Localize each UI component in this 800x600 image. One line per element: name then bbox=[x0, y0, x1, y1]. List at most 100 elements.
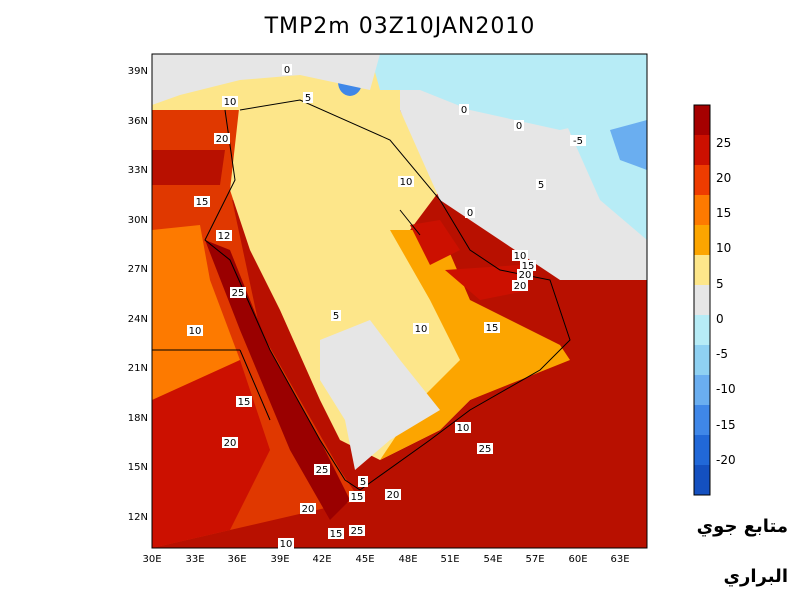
gray-northwest bbox=[152, 54, 380, 105]
colorbar-swatch bbox=[694, 225, 710, 256]
contour-label-box bbox=[194, 196, 210, 207]
contour-label: 20 bbox=[216, 134, 229, 145]
lon-tick-label: 42E bbox=[312, 554, 331, 565]
contour-label-box bbox=[230, 287, 246, 298]
lon-tick-label: 51E bbox=[440, 554, 459, 565]
colorbar-label: -5 bbox=[716, 347, 728, 361]
map-plot-area bbox=[152, 54, 647, 548]
contour-label: 20 bbox=[387, 490, 400, 501]
contour-label-box bbox=[222, 437, 238, 448]
colorbar-frame bbox=[693, 104, 711, 496]
contour-label-box bbox=[512, 280, 528, 291]
colorbar-label: 20 bbox=[716, 171, 731, 185]
contour-label: 15 bbox=[351, 492, 364, 503]
contour-label-box bbox=[517, 269, 533, 280]
colorbar-swatch bbox=[694, 195, 710, 226]
lon-tick-label: 33E bbox=[185, 554, 204, 565]
contour-label: 15 bbox=[238, 397, 251, 408]
lat-tick-label: 15N bbox=[128, 462, 148, 473]
colorbar-label: 5 bbox=[716, 277, 724, 291]
contour-label: 10 bbox=[457, 423, 470, 434]
contour-label-box bbox=[413, 323, 429, 334]
colorbar-label: 0 bbox=[716, 312, 724, 326]
contour-label-box bbox=[465, 207, 475, 218]
contour-label-box bbox=[303, 92, 313, 103]
contour-label-box bbox=[512, 250, 528, 261]
colorbar-swatch bbox=[694, 255, 710, 286]
contour-label: 25 bbox=[316, 465, 329, 476]
lat-tick-label: 30N bbox=[128, 215, 148, 226]
gulf-red bbox=[410, 220, 460, 265]
contour-label-box bbox=[331, 310, 341, 321]
lat-tick-label: 24N bbox=[128, 314, 148, 325]
contour-label-box bbox=[328, 528, 344, 539]
contour-label-box bbox=[536, 179, 546, 190]
colorbar-swatch bbox=[694, 345, 710, 376]
colorbar-swatch bbox=[694, 405, 710, 436]
contour-label: 10 bbox=[415, 324, 428, 335]
lon-axis: 30E 33E 36E 39E 42E 45E 48E 51E 54E 57E … bbox=[142, 554, 629, 565]
contour-label: 12 bbox=[218, 231, 231, 242]
lon-tick-label: 48E bbox=[398, 554, 417, 565]
lon-tick-label: 57E bbox=[525, 554, 544, 565]
contour-label-box bbox=[216, 230, 232, 241]
colorbar-swatch bbox=[694, 165, 710, 196]
contour-label: 0 bbox=[467, 208, 473, 219]
colorbar-swatch bbox=[694, 105, 710, 136]
colorbar-label: 15 bbox=[716, 206, 731, 220]
contour-label: 0 bbox=[516, 121, 522, 132]
contour-label: 10 bbox=[224, 97, 237, 108]
colorbar: 25 20 15 10 5 0 -5 -10 -15 -20 bbox=[693, 104, 736, 496]
lat-tick-label: 39N bbox=[128, 66, 148, 77]
lon-tick-label: 36E bbox=[227, 554, 246, 565]
contour-label-box bbox=[222, 96, 238, 107]
contour-label-box bbox=[455, 422, 471, 433]
contour-label: 5 bbox=[360, 477, 366, 488]
colorbar-label: -15 bbox=[716, 418, 736, 432]
contour-label-box bbox=[349, 525, 365, 536]
colorbar-swatch bbox=[694, 135, 710, 166]
contour-label: 5 bbox=[305, 93, 311, 104]
colorbar-label: -20 bbox=[716, 453, 736, 467]
contour-label-box bbox=[300, 503, 316, 514]
contour-label-box bbox=[477, 443, 493, 454]
map-title: TMP2m 03Z10JAN2010 bbox=[264, 14, 536, 39]
contour-label-box bbox=[214, 133, 230, 144]
contour-label-box bbox=[349, 491, 365, 502]
contour-label: 5 bbox=[538, 180, 544, 191]
contour-label: 10 bbox=[280, 539, 293, 550]
contour-label: 5 bbox=[333, 311, 339, 322]
contour-label-box bbox=[484, 322, 500, 333]
contour-label-box bbox=[398, 176, 414, 187]
contour-label-box bbox=[459, 104, 469, 115]
gray-interior bbox=[320, 320, 440, 470]
contour-label: 15 bbox=[486, 323, 499, 334]
contour-label: 25 bbox=[479, 444, 492, 455]
colorbar-label: -10 bbox=[716, 382, 736, 396]
levant-darkred bbox=[152, 150, 225, 185]
contour-label-box bbox=[514, 120, 524, 131]
contour-label: 10 bbox=[189, 326, 202, 337]
lat-tick-label: 33N bbox=[128, 165, 148, 176]
lon-tick-label: 45E bbox=[355, 554, 374, 565]
lat-tick-label: 12N bbox=[128, 512, 148, 523]
lat-tick-label: 21N bbox=[128, 363, 148, 374]
uae-red bbox=[445, 265, 530, 300]
contour-label-box bbox=[314, 464, 330, 475]
credit-line-2: البراري bbox=[723, 566, 788, 587]
colorbar-swatch bbox=[694, 315, 710, 346]
contour-label-box bbox=[282, 64, 292, 75]
contour-label: 10 bbox=[514, 251, 527, 262]
contour-label: 15 bbox=[196, 197, 209, 208]
map-frame bbox=[151, 53, 648, 549]
contour-label-box bbox=[236, 396, 252, 407]
lat-tick-label: 18N bbox=[128, 413, 148, 424]
lat-tick-label: 27N bbox=[128, 264, 148, 275]
contour-label-box bbox=[570, 135, 586, 146]
colorbar-swatch bbox=[694, 285, 710, 316]
contour-label-box bbox=[520, 260, 536, 271]
lon-tick-label: 30E bbox=[142, 554, 161, 565]
contour-label: 0 bbox=[284, 65, 290, 76]
